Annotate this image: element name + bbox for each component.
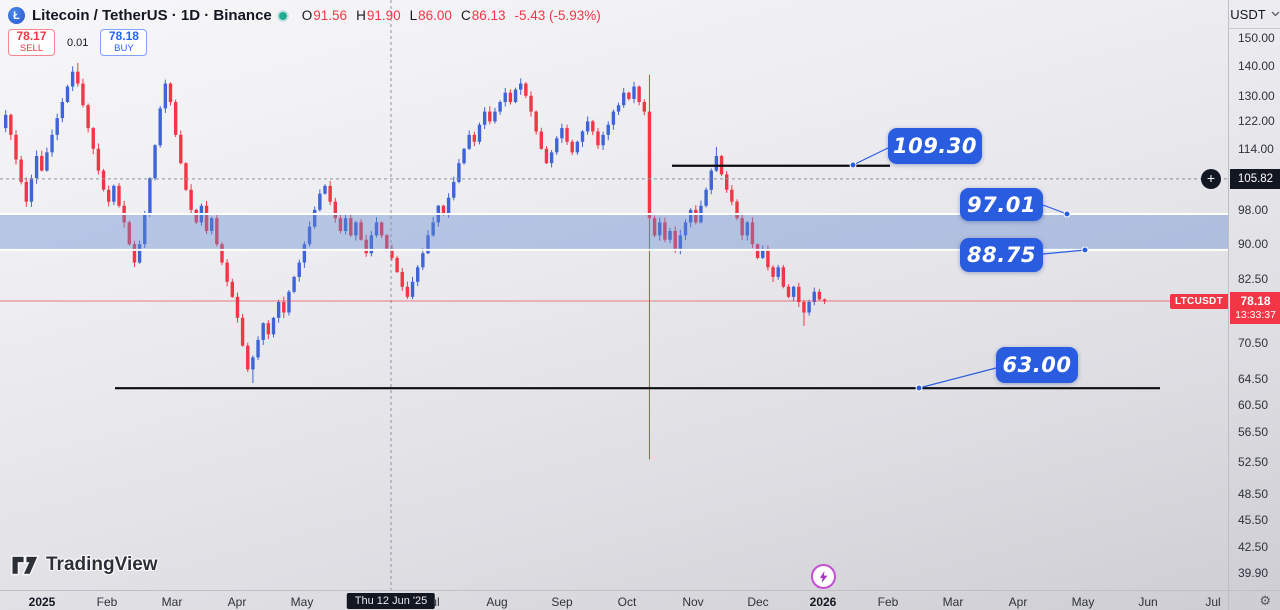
plus-circle-button[interactable]: +: [1201, 168, 1221, 189]
market-status-icon[interactable]: [278, 11, 287, 20]
gear-icon[interactable]: ⚙: [1259, 594, 1271, 609]
ohlc-high: H91.90: [356, 8, 401, 23]
time-tick: Sep: [551, 595, 573, 609]
price-change: -5.43 (-5.93%): [514, 8, 601, 23]
time-tick: Mar: [161, 595, 183, 609]
tradingview-watermark[interactable]: TradingView: [10, 554, 158, 576]
time-tick: Jun: [1138, 595, 1158, 609]
time-tick: 2026: [809, 595, 837, 609]
lightning-bolt-icon: [819, 570, 828, 583]
time-tick: May: [290, 595, 314, 609]
trade-buttons: 78.17 SELL 0.01 78.18 BUY: [8, 29, 148, 56]
price-tick: 60.50: [1238, 397, 1269, 412]
price-tick: 39.90: [1238, 565, 1269, 580]
price-tick: 48.50: [1238, 486, 1269, 501]
buy-button[interactable]: 78.18 BUY: [100, 29, 148, 56]
price-tick: 45.50: [1238, 512, 1269, 527]
candlestick-chart[interactable]: [0, 0, 1228, 590]
time-tick: Oct: [617, 595, 637, 609]
last-price-label: 78.18 13:33:37: [1230, 292, 1280, 325]
price-tick: 90.00: [1238, 237, 1269, 252]
time-tick: May: [1071, 595, 1095, 609]
sell-button[interactable]: 78.17 SELL: [8, 29, 55, 56]
watermark-text: TradingView: [46, 554, 158, 575]
ohlc-low: L86.00: [409, 8, 452, 23]
price-flag-label[interactable]: 109.30: [888, 128, 982, 164]
price-tick: 122.00: [1238, 114, 1275, 129]
time-tick: Apr: [227, 595, 247, 609]
price-tick: 70.50: [1238, 335, 1269, 350]
time-tick: Dec: [747, 595, 769, 609]
crosshair-date-label: Thu 12 Jun '25: [346, 593, 436, 609]
time-tick: 2025: [28, 595, 56, 609]
price-tick: 56.50: [1238, 425, 1269, 440]
time-tick: Feb: [877, 595, 899, 609]
price-tick: 140.00: [1238, 58, 1275, 73]
litecoin-logo-icon: Ł: [8, 7, 25, 24]
anchor-dot: [1063, 210, 1071, 218]
chevron-down-icon: [1271, 11, 1280, 17]
price-flag-label[interactable]: 97.01: [960, 188, 1043, 221]
anchor-dot: [1081, 246, 1089, 254]
supply-zone: [0, 213, 1228, 250]
last-price-value: 78.18: [1240, 294, 1271, 309]
anchor-dot: [849, 161, 857, 169]
chart-pane[interactable]: Ł Litecoin / TetherUS · 1D · Binance O91…: [0, 0, 1228, 590]
ohlc-open: O91.56: [301, 8, 348, 23]
time-tick: Jul: [1205, 595, 1221, 609]
price-tick: 150.00: [1238, 31, 1275, 45]
price-tick: 52.50: [1238, 454, 1269, 469]
last-price-symbol-tag: LTCUSDT: [1169, 294, 1228, 310]
ohlc-values: O91.56 H91.90 L86.00 C86.13 -5.43 (-5.93…: [302, 8, 601, 23]
price-tick: 64.50: [1238, 371, 1269, 386]
price-tick: 114.00: [1238, 141, 1274, 156]
currency-menu[interactable]: USDT: [1229, 0, 1280, 29]
symbol-title[interactable]: Litecoin / TetherUS · 1D · Binance: [32, 7, 272, 24]
crosshair-price-label: 105.82: [1230, 168, 1280, 189]
currency-label: USDT: [1230, 6, 1266, 22]
time-tick: Nov: [682, 595, 704, 609]
price-tick: 82.50: [1238, 272, 1269, 287]
time-tick: Aug: [486, 595, 508, 609]
time-axis[interactable]: 2025 Feb Mar Apr May Jul Aug Sep Oct Nov Dec 2026 Fe…: [0, 590, 1280, 610]
tradingview-logo-icon: [11, 555, 40, 576]
price-flag-label[interactable]: 88.75: [960, 238, 1043, 272]
price-tick: 42.50: [1238, 540, 1269, 555]
ohlc-close: C86.13: [460, 8, 506, 23]
price-flag-label[interactable]: 63.00: [996, 347, 1078, 383]
price-tick: 98.00: [1238, 202, 1269, 217]
time-tick: Mar: [942, 595, 964, 609]
lightning-event-icon[interactable]: [811, 564, 836, 589]
price-tick: 130.00: [1238, 88, 1275, 103]
symbol-header: Ł Litecoin / TetherUS · 1D · Binance O91…: [8, 7, 601, 24]
spread-value: 0.01: [67, 36, 89, 49]
bar-countdown: 13:33:37: [1235, 309, 1276, 322]
time-tick: Feb: [96, 595, 118, 609]
candles: [4, 62, 827, 460]
price-axis[interactable]: USDT 150.00 140.00 130.00 122.00 114.00 98.00…: [1228, 0, 1280, 610]
time-tick: Apr: [1008, 595, 1028, 609]
anchor-dot: [915, 384, 923, 392]
